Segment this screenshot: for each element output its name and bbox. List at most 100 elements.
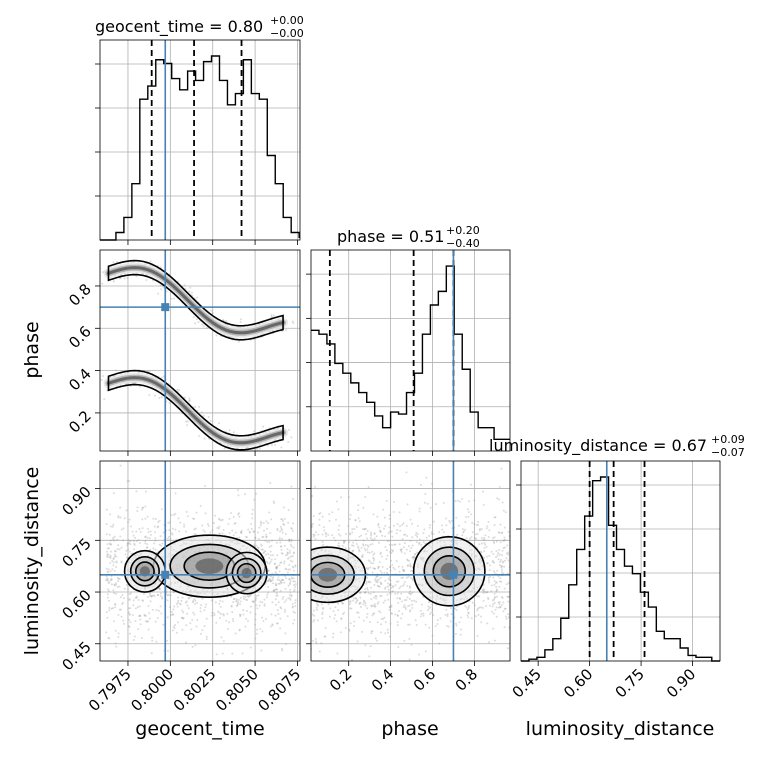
sample-point — [119, 464, 122, 467]
sample-point — [150, 595, 153, 598]
sample-point — [493, 592, 496, 595]
sample-point — [159, 284, 162, 287]
sample-point — [325, 535, 328, 538]
sample-point — [221, 532, 224, 535]
y-tick-label: 0.60 — [58, 586, 94, 622]
sample-point — [287, 428, 290, 431]
sample-point — [498, 603, 501, 606]
sample-point — [219, 605, 222, 608]
sample-point — [286, 615, 289, 618]
sample-point — [486, 590, 489, 593]
sample-point — [313, 619, 316, 622]
sample-point — [500, 565, 503, 568]
sample-point — [364, 543, 367, 546]
sample-point — [156, 593, 159, 596]
sample-point — [115, 560, 118, 563]
sample-point — [499, 541, 502, 544]
sample-point — [394, 543, 397, 546]
sample-point — [507, 616, 510, 619]
sample-point — [115, 645, 118, 648]
sample-point — [410, 599, 413, 602]
sample-point — [194, 599, 197, 602]
sample-point — [503, 546, 506, 549]
sample-point — [498, 485, 501, 488]
sample-point — [432, 533, 435, 536]
x-tick-label: 0.90 — [663, 665, 699, 701]
y-tick-label: 0.4 — [65, 365, 95, 395]
sample-point — [397, 601, 400, 604]
sample-point — [503, 539, 506, 542]
sample-point — [204, 530, 207, 533]
sample-point — [487, 520, 490, 523]
sample-point — [107, 547, 110, 550]
sample-point — [136, 506, 139, 509]
sample-point — [133, 548, 136, 551]
sample-point — [173, 605, 176, 608]
sample-point — [392, 510, 395, 513]
sample-point — [507, 596, 510, 599]
sample-point — [491, 610, 494, 613]
x-tick-label: 0.8000 — [127, 665, 177, 715]
sample-point — [409, 590, 412, 593]
sample-point — [389, 622, 392, 625]
sample-point — [119, 506, 122, 509]
sample-point — [140, 508, 143, 511]
sample-point — [325, 532, 328, 535]
sample-point — [193, 532, 196, 535]
sample-point — [209, 420, 212, 423]
sample-point — [286, 548, 289, 551]
sample-point — [373, 532, 376, 535]
sample-point — [480, 615, 483, 618]
panel-frame — [99, 249, 301, 452]
sample-point — [199, 632, 202, 635]
sample-point — [405, 548, 408, 551]
sample-point — [128, 626, 131, 629]
sample-point — [264, 539, 267, 542]
histogram-step — [521, 476, 720, 662]
sample-point — [141, 506, 144, 509]
sample-point — [153, 525, 156, 528]
sample-point — [282, 519, 285, 522]
sample-point — [274, 562, 277, 565]
sample-point — [474, 537, 477, 540]
sample-point — [411, 522, 414, 525]
sample-point — [380, 617, 383, 620]
sample-point — [343, 540, 346, 543]
sample-point — [414, 534, 417, 537]
sample-point — [395, 580, 398, 583]
sample-point — [194, 603, 197, 606]
sample-point — [347, 541, 350, 544]
sample-point — [364, 549, 367, 552]
sample-point — [291, 529, 294, 532]
sample-point — [276, 588, 279, 591]
hist-panel-phase — [306, 249, 511, 456]
sample-point — [384, 586, 387, 589]
sample-point — [398, 570, 401, 573]
sample-point — [177, 599, 180, 602]
sample-point — [459, 633, 462, 636]
sample-point — [364, 591, 367, 594]
sample-point — [293, 569, 296, 572]
sample-point — [362, 599, 365, 602]
sample-point — [247, 620, 250, 623]
sample-point — [377, 522, 380, 525]
sample-point — [419, 483, 422, 486]
sample-point — [176, 621, 179, 624]
sample-point — [283, 575, 286, 578]
sample-point — [242, 613, 245, 616]
sample-point — [138, 614, 141, 617]
contour-line — [134, 561, 155, 582]
sample-point — [292, 322, 295, 325]
sample-point — [142, 599, 145, 602]
sample-point — [265, 535, 268, 538]
sample-point — [275, 566, 278, 569]
sample-point — [292, 580, 295, 583]
sample-point — [153, 542, 156, 545]
sample-point — [430, 482, 433, 485]
sample-point — [158, 519, 161, 522]
sample-point — [384, 535, 387, 538]
sample-point — [166, 537, 169, 540]
histogram-step — [100, 55, 300, 241]
sample-point — [293, 588, 296, 591]
sample-point — [261, 548, 264, 551]
